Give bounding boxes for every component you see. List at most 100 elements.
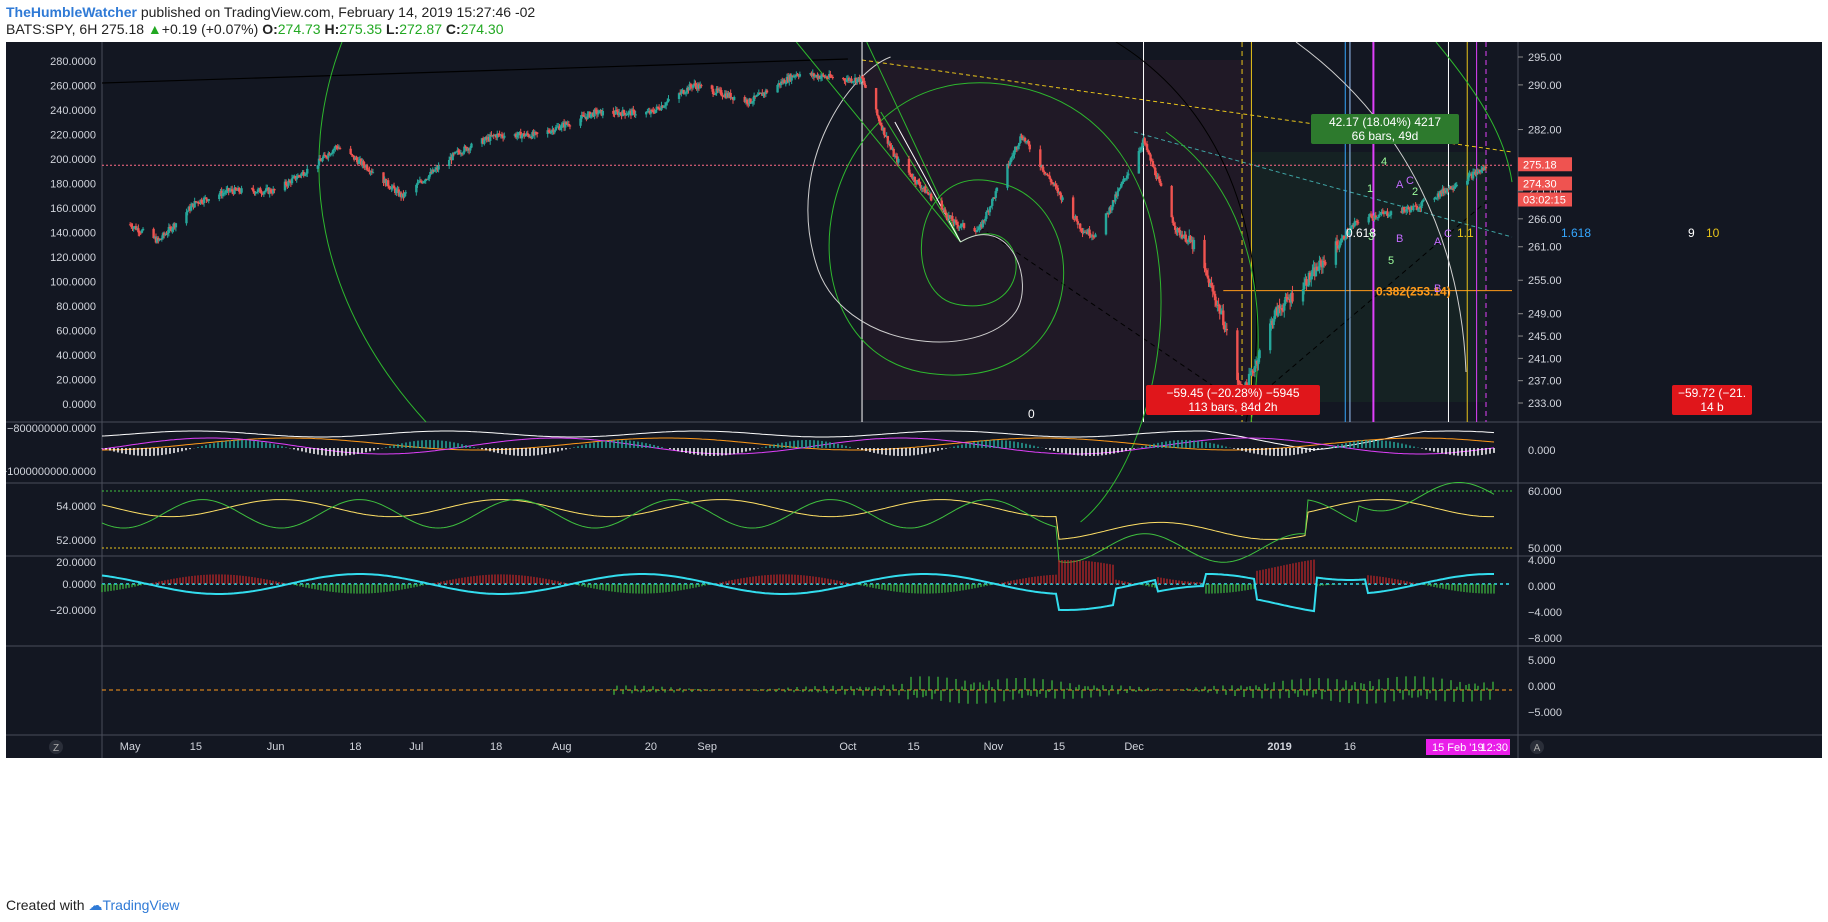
candle-body bbox=[1151, 161, 1155, 167]
fib-arc bbox=[318, 42, 427, 423]
candle-body bbox=[582, 115, 586, 117]
candle-body bbox=[221, 192, 225, 196]
candle-body bbox=[1388, 215, 1392, 217]
measure-down-zone bbox=[862, 60, 1252, 400]
candle-body bbox=[831, 76, 834, 79]
candle-body bbox=[1339, 242, 1342, 246]
candle-body bbox=[201, 202, 205, 204]
candle-body bbox=[174, 223, 178, 228]
candle-body bbox=[626, 114, 629, 116]
time-axis-label: Sep bbox=[697, 741, 717, 753]
candle-body bbox=[403, 192, 406, 197]
time-axis-label: Nov bbox=[984, 741, 1004, 753]
candle-body bbox=[500, 134, 504, 137]
candle-body bbox=[1347, 232, 1350, 235]
candle-body bbox=[1381, 211, 1384, 213]
z-button[interactable] bbox=[49, 740, 63, 754]
candle-body bbox=[1171, 217, 1175, 223]
tradingview-link[interactable]: TradingView bbox=[102, 897, 180, 913]
candle-body bbox=[287, 180, 290, 186]
candle-body bbox=[1215, 300, 1218, 306]
candle-body bbox=[917, 180, 920, 182]
candle-body bbox=[1379, 213, 1382, 215]
candle-body bbox=[559, 127, 562, 130]
wave-label: 1 bbox=[1367, 183, 1373, 195]
candle-body bbox=[250, 188, 254, 190]
candle-body bbox=[1143, 138, 1146, 144]
candle-body bbox=[1318, 260, 1321, 271]
candle-body bbox=[1212, 291, 1216, 294]
candle-body bbox=[238, 187, 241, 192]
candle-body bbox=[829, 73, 832, 77]
macd-line-white bbox=[101, 430, 1495, 451]
candle-body bbox=[615, 109, 619, 112]
candle-body bbox=[654, 109, 657, 113]
left-axis-tick-label: 120.0000 bbox=[50, 252, 96, 264]
candle-body bbox=[1280, 308, 1284, 311]
candle-body bbox=[139, 232, 142, 234]
candle-body bbox=[565, 122, 568, 125]
candle-body bbox=[944, 209, 947, 213]
candle-body bbox=[1122, 178, 1125, 182]
candle-body bbox=[1017, 142, 1021, 147]
candle-body bbox=[1321, 261, 1325, 268]
candle-body bbox=[167, 227, 171, 233]
date-badge-text: 15 Feb '19 bbox=[1432, 742, 1484, 754]
candle-body bbox=[698, 85, 702, 89]
candle-body bbox=[1172, 222, 1176, 226]
wave-label: 2 bbox=[1412, 186, 1418, 198]
candle-body bbox=[656, 106, 660, 108]
candle-body bbox=[141, 228, 145, 231]
candle-body bbox=[1118, 187, 1122, 189]
candle-body bbox=[722, 96, 725, 98]
trading-chart[interactable]: 295.00290.00282.00276.00271.00266.00261.… bbox=[6, 42, 1822, 887]
candle-body bbox=[462, 152, 465, 154]
candle-body bbox=[862, 78, 865, 81]
candle-body bbox=[130, 224, 133, 227]
candle-body bbox=[652, 110, 655, 113]
candle-body bbox=[1213, 293, 1217, 301]
pane3-right-tick: −8.000 bbox=[1528, 633, 1562, 645]
candle-body bbox=[1367, 216, 1370, 223]
candle-body bbox=[137, 228, 140, 233]
candle-body bbox=[822, 74, 825, 76]
candle-body bbox=[1042, 170, 1046, 172]
candle-body bbox=[318, 158, 322, 161]
candle-body bbox=[1387, 215, 1390, 217]
candle-body bbox=[1342, 236, 1346, 240]
candle-body bbox=[234, 187, 237, 190]
candle-body bbox=[1218, 305, 1221, 314]
a-button[interactable] bbox=[1530, 740, 1544, 754]
measure-up-badge bbox=[1311, 114, 1459, 144]
candle-body bbox=[586, 113, 589, 119]
candle-body bbox=[982, 220, 986, 222]
candle-body bbox=[272, 188, 275, 194]
candle-body bbox=[756, 94, 759, 96]
candle-body bbox=[1222, 310, 1225, 326]
candle-body bbox=[1078, 223, 1082, 229]
candle-body bbox=[265, 188, 268, 191]
candle-body bbox=[1453, 186, 1456, 189]
candle-body bbox=[863, 80, 866, 85]
candle-body bbox=[1016, 146, 1020, 149]
candle-body bbox=[1245, 382, 1248, 386]
candle-body bbox=[207, 199, 210, 201]
candle-body bbox=[1177, 228, 1180, 231]
dashed-black-line bbox=[979, 226, 1252, 413]
candle-body bbox=[1117, 188, 1121, 191]
wave-label: A bbox=[1434, 236, 1442, 248]
right-axis-tick-label: 266.00 bbox=[1528, 214, 1562, 226]
candle-body bbox=[1027, 140, 1030, 145]
candle-body bbox=[152, 228, 155, 239]
candle-body bbox=[227, 188, 230, 192]
candle-body bbox=[1268, 323, 1272, 351]
candle-body bbox=[554, 127, 558, 131]
pane4-right-tick: 0.000 bbox=[1528, 681, 1556, 693]
candle-body bbox=[940, 200, 943, 210]
candle-body bbox=[1237, 379, 1240, 383]
candle-body bbox=[883, 127, 886, 136]
candle-body bbox=[593, 109, 596, 117]
published-text: published on TradingView.com, February 1… bbox=[140, 4, 536, 20]
author-link[interactable]: TheHumbleWatcher bbox=[6, 4, 137, 20]
candle-body bbox=[683, 93, 687, 95]
